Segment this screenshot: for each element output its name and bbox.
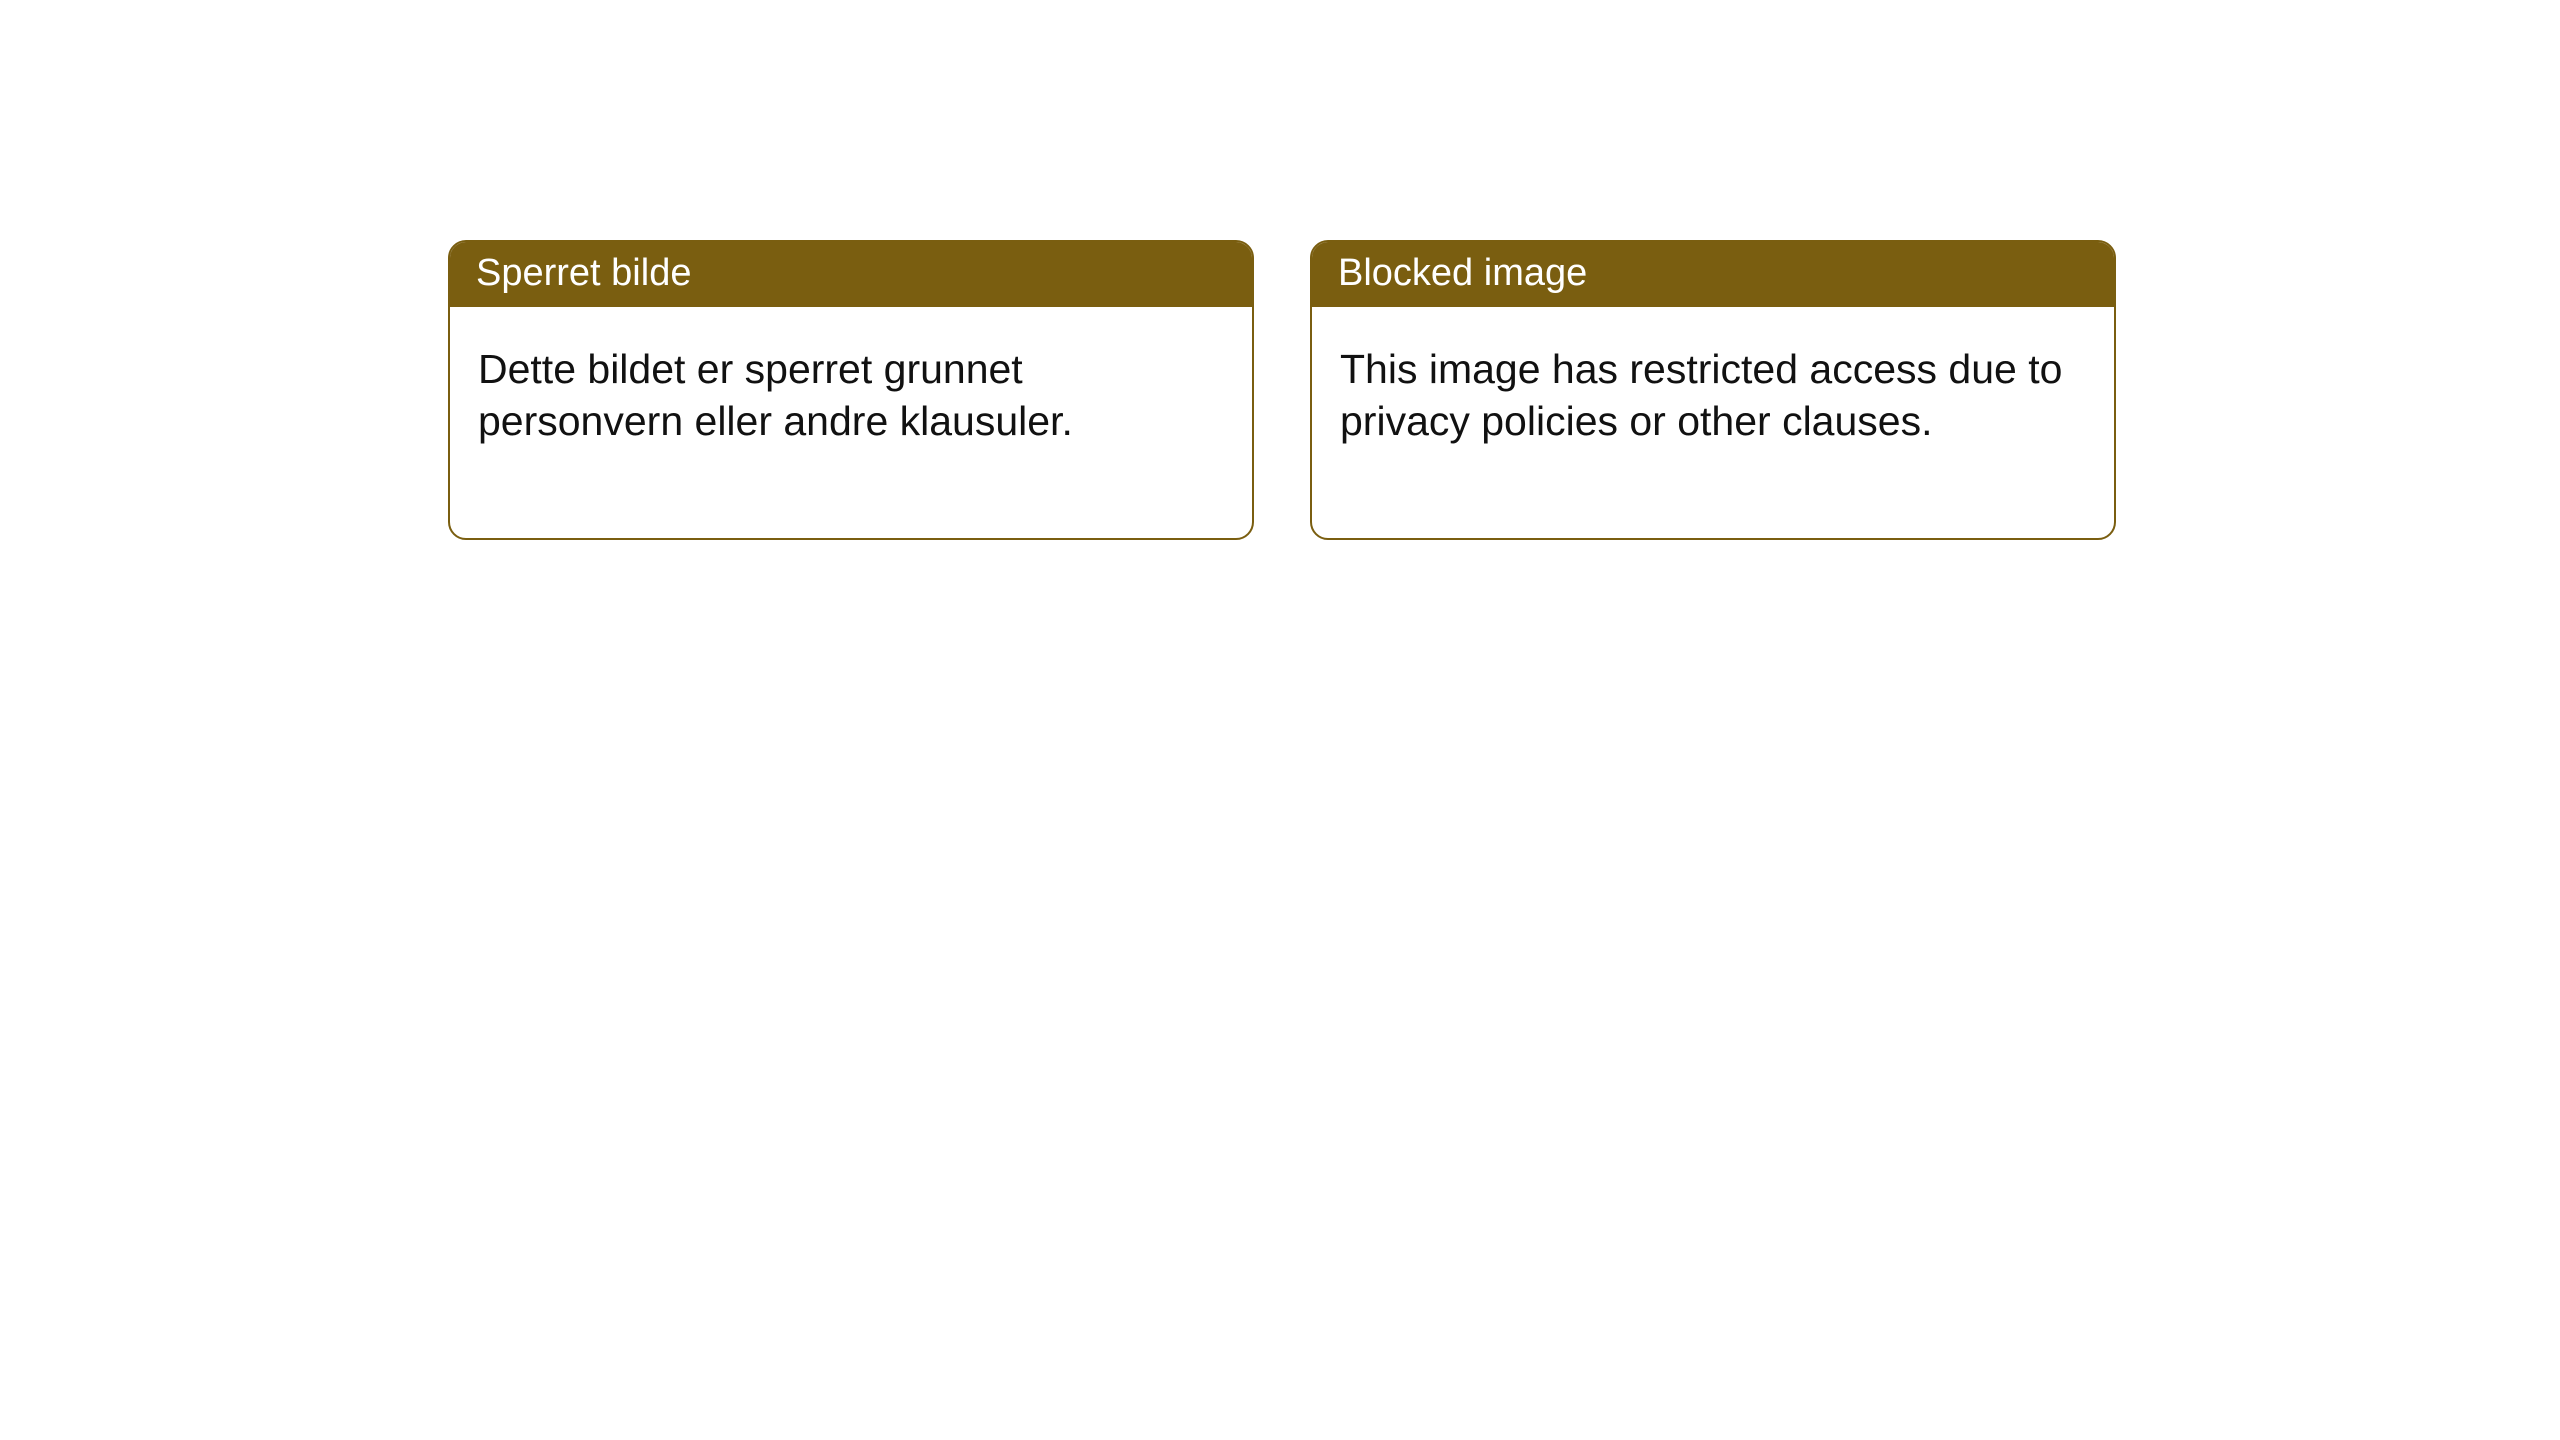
notice-card-en: Blocked image This image has restricted … <box>1310 240 2116 540</box>
notice-card-body: Dette bildet er sperret grunnet personve… <box>450 307 1252 538</box>
notice-card-text: This image has restricted access due to … <box>1340 346 2062 444</box>
notice-card-title: Sperret bilde <box>476 252 691 294</box>
notice-card-header: Sperret bilde <box>450 242 1252 307</box>
notice-card-title: Blocked image <box>1338 252 1587 294</box>
notice-card-body: This image has restricted access due to … <box>1312 307 2114 538</box>
notice-card-text: Dette bildet er sperret grunnet personve… <box>478 346 1073 444</box>
notice-card-header: Blocked image <box>1312 242 2114 307</box>
notice-card-no: Sperret bilde Dette bildet er sperret gr… <box>448 240 1254 540</box>
notice-cards-container: Sperret bilde Dette bildet er sperret gr… <box>448 240 2116 540</box>
